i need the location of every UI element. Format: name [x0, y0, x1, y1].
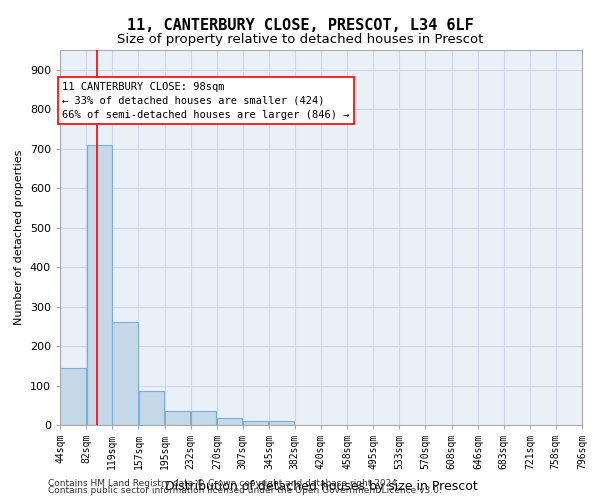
Bar [165, 411, 190, 425]
Text: 11, CANTERBURY CLOSE, PRESCOT, L34 6LF: 11, CANTERBURY CLOSE, PRESCOT, L34 6LF [127, 18, 473, 32]
Text: Contains public sector information licensed under the Open Government Licence v3: Contains public sector information licen… [48, 486, 442, 495]
Bar [243, 421, 268, 425]
Bar [60, 368, 86, 425]
Y-axis label: Number of detached properties: Number of detached properties [14, 150, 24, 325]
X-axis label: Distribution of detached houses by size in Prescot: Distribution of detached houses by size … [164, 480, 478, 494]
Bar [139, 392, 164, 425]
Bar [217, 418, 242, 425]
Bar [86, 144, 112, 425]
Text: Size of property relative to detached houses in Prescot: Size of property relative to detached ho… [117, 32, 483, 46]
Bar [269, 421, 295, 425]
Bar [112, 322, 137, 425]
Text: 11 CANTERBURY CLOSE: 98sqm
← 33% of detached houses are smaller (424)
66% of sem: 11 CANTERBURY CLOSE: 98sqm ← 33% of deta… [62, 82, 350, 120]
Text: Contains HM Land Registry data © Crown copyright and database right 2024.: Contains HM Land Registry data © Crown c… [48, 478, 400, 488]
Bar [191, 411, 216, 425]
